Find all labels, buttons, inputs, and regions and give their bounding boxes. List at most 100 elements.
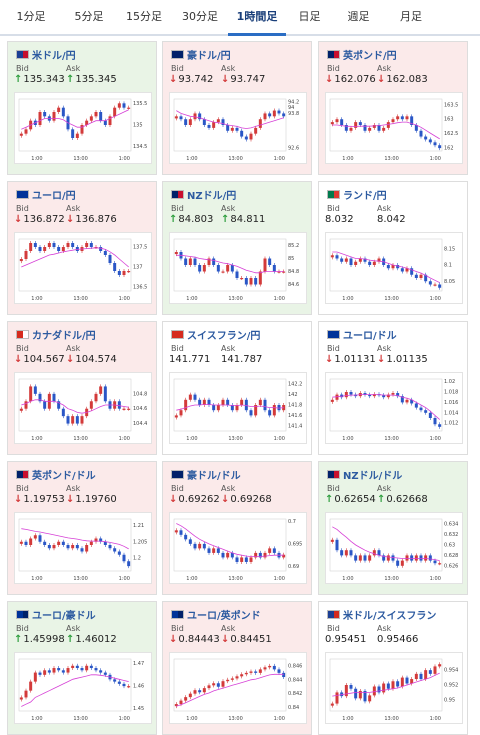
- candle-body: [24, 541, 28, 545]
- candle-body: [230, 265, 234, 272]
- mini-chart[interactable]: 1.47 1.46 1.45 1:00 13:00 1:00: [14, 652, 152, 724]
- currency-pair-link[interactable]: 豪ドル/円: [187, 50, 231, 62]
- mini-chart[interactable]: 163.5 163 162.5 162 1:00 13:00 1:00: [325, 92, 463, 164]
- bid-label: Bid: [16, 344, 29, 353]
- tab-5[interactable]: 日足: [298, 10, 321, 23]
- currency-pair-link[interactable]: 英ポンド/ドル: [32, 470, 96, 482]
- candle-body: [391, 681, 395, 689]
- mini-chart[interactable]: 0.954 0.952 0.95 1:00 13:00 1:00: [325, 652, 463, 724]
- currency-pair-link[interactable]: 豪ドル/ドル: [187, 470, 241, 482]
- tab-4[interactable]: 1時間足: [228, 0, 286, 36]
- x-tick-label: 13:00: [384, 716, 398, 722]
- rate-card[interactable]: 英ポンド/円 Bid Ask ↓162.076 ↓162.083 163.5 163 162.…: [318, 41, 468, 175]
- candle-body: [410, 268, 414, 275]
- bid-price: 135.343: [23, 74, 65, 85]
- candle-body: [377, 125, 381, 131]
- mini-chart[interactable]: 1.21 1.205 1.2 1:00 13:00 1:00: [14, 512, 152, 584]
- candle-body: [198, 543, 202, 549]
- candle-body: [174, 116, 178, 119]
- x-tick-label: 1:00: [186, 156, 197, 162]
- candle-body: [122, 408, 126, 410]
- candle-body: [335, 539, 339, 551]
- currency-pair-link[interactable]: 英ポンド/円: [343, 50, 397, 62]
- currency-pair-link[interactable]: スイスフラン/円: [187, 330, 261, 342]
- candle-body: [52, 243, 56, 247]
- x-tick-label: 13:00: [228, 716, 242, 722]
- candle-body: [198, 265, 202, 272]
- candle-body: [207, 125, 211, 128]
- mini-chart[interactable]: 8.15 8.1 8.05 1:00 13:00 1:00: [325, 232, 463, 304]
- rate-card[interactable]: 英ポンド/ドル Bid Ask ↓1.19753 ↓1.19760 1.21 1.205 1.…: [7, 461, 157, 595]
- currency-pair-link[interactable]: ユーロ/円: [32, 190, 76, 202]
- mini-chart[interactable]: 85.2 85 84.8 84.6 1:00 13:00 1:00: [169, 232, 307, 304]
- candle-body: [330, 399, 334, 402]
- mini-chart[interactable]: 137.5 137 136.5 1:00 13:00 1:00: [14, 232, 152, 304]
- currency-pair-link[interactable]: 米ドル/スイスフラン: [343, 610, 437, 622]
- tab-0[interactable]: 1分足: [16, 10, 46, 23]
- currency-flag-icon: [171, 49, 184, 59]
- mini-chart[interactable]: 135.5 135 134.5 1:00 13:00 1:00: [14, 92, 152, 164]
- candle-body: [94, 538, 98, 542]
- mini-chart[interactable]: 0.634 0.632 0.63 0.628 0.626 1:00 13:00 1:00: [325, 512, 463, 584]
- rate-card[interactable]: スイスフラン/円 Bid Ask 141.771 141.787 142.2 142 141.…: [162, 321, 312, 455]
- candle-body: [249, 133, 253, 140]
- tab-2[interactable]: 15分足: [126, 10, 162, 23]
- candle-body: [414, 403, 418, 408]
- candle-body: [127, 686, 131, 688]
- mini-chart[interactable]: 0.846 0.844 0.842 0.84 1:00 13:00 1:00: [169, 652, 307, 724]
- candle-body: [202, 688, 206, 693]
- candle-body: [94, 112, 98, 117]
- currency-pair-link[interactable]: NZドル/ドル: [343, 470, 403, 482]
- rate-card[interactable]: 豪ドル/円 Bid Ask ↓93.742 ↓93.747 94.2 94 93.8 92.6 1…: [162, 41, 312, 175]
- rate-card[interactable]: 豪ドル/ドル Bid Ask ↓0.69262 ↓0.69268 0.7 0.695 0.69…: [162, 461, 312, 595]
- rate-card[interactable]: ユーロ/ドル Bid Ask ↓1.01131 ↓1.01135 1.02 1.018 1.0…: [318, 321, 468, 455]
- candle-body: [235, 127, 239, 131]
- rate-card[interactable]: 米ドル/円 Bid Ask ↑135.343 ↑135.345 135.5 135 134.5…: [7, 41, 157, 175]
- moving-average-line: [332, 251, 440, 283]
- tab-3[interactable]: 30分足: [182, 10, 218, 23]
- rate-card[interactable]: ランド/円 Bid Ask 8.032 8.042 8.15 8.1 8.05 1:00 13:0…: [318, 181, 468, 315]
- x-tick-label: 1:00: [31, 296, 42, 302]
- currency-pair-link[interactable]: ランド/円: [343, 190, 387, 202]
- moving-average-line: [21, 399, 129, 414]
- mini-chart[interactable]: 1.02 1.018 1.016 1.014 1.012 1:00 13:00 1:00: [325, 372, 463, 444]
- mini-chart[interactable]: 142.2 142 141.8 141.6 141.4 1:00 13:00 1:00: [169, 372, 307, 444]
- currency-pair-link[interactable]: カナダドル/円: [32, 330, 96, 342]
- rate-card[interactable]: ユーロ/英ポンド Bid Ask ↓0.84443 ↓0.84451 0.846 0.844…: [162, 601, 312, 735]
- candle-body: [268, 410, 272, 416]
- rate-card[interactable]: ユーロ/円 Bid Ask ↓136.872 ↓136.876 137.5 137 136.5…: [7, 181, 157, 315]
- rate-card[interactable]: ユーロ/豪ドル Bid Ask ↑1.45998 ↑1.46012 1.47 1.46 1.4…: [7, 601, 157, 735]
- moving-average-line: [21, 247, 129, 268]
- candle-body: [358, 555, 362, 561]
- candle-body: [330, 255, 334, 258]
- rate-card[interactable]: NZドル/ドル Bid Ask ↑0.62654 ↑0.62668 0.634 0.632 0…: [318, 461, 468, 595]
- currency-flag-icon: [16, 329, 29, 339]
- candle-body: [103, 251, 107, 255]
- y-tick-label: 141.6: [288, 413, 302, 419]
- x-tick-label: 1:00: [119, 716, 130, 722]
- mini-chart[interactable]: 0.7 0.695 0.69 1:00 13:00 1:00: [169, 512, 307, 584]
- candle-body: [340, 692, 344, 697]
- rate-card[interactable]: カナダドル/円 Bid Ask ↓104.567 ↓104.574 104.8 104.6 1…: [7, 321, 157, 455]
- mini-chart[interactable]: 104.8 104.6 104.4 1:00 13:00 1:00: [14, 372, 152, 444]
- candle-body: [19, 408, 23, 411]
- tab-6[interactable]: 週足: [347, 10, 370, 23]
- ask-price: 1.01135: [386, 354, 428, 365]
- tab-1[interactable]: 5分足: [74, 10, 104, 23]
- rate-card[interactable]: NZドル/円 Bid Ask ↑84.803 ↑84.811 85.2 85 84.8 84.6…: [162, 181, 312, 315]
- rate-card[interactable]: 米ドル/スイスフラン Bid Ask 0.95451 0.95466 0.954 0.952…: [318, 601, 468, 735]
- mini-chart[interactable]: 94.2 94 93.8 92.6 1:00 13:00 1:00: [169, 92, 307, 164]
- candle-body: [428, 281, 432, 285]
- moving-average-line: [332, 526, 440, 561]
- candle-body: [207, 548, 211, 553]
- currency-pair-link[interactable]: ユーロ/豪ドル: [32, 610, 96, 622]
- candle-body: [386, 683, 390, 689]
- tab-7[interactable]: 月足: [400, 10, 422, 23]
- y-tick-label: 0.634: [444, 522, 458, 528]
- currency-pair-link[interactable]: 米ドル/円: [32, 50, 76, 62]
- card-header: ユーロ/円: [16, 187, 76, 202]
- currency-pair-link[interactable]: ユーロ/英ポンド: [187, 610, 261, 622]
- x-tick-label: 1:00: [342, 576, 353, 582]
- currency-pair-link[interactable]: ユーロ/ドル: [343, 330, 397, 342]
- currency-pair-link[interactable]: NZドル/円: [187, 190, 237, 202]
